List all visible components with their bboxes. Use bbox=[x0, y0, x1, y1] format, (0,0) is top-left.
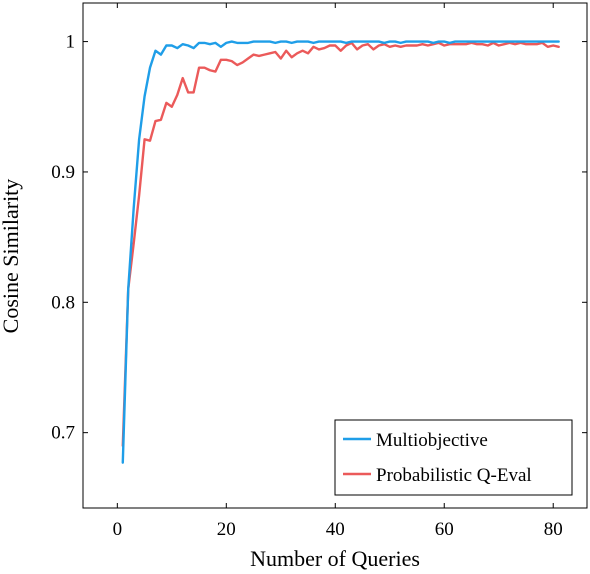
x-tick-label: 20 bbox=[217, 519, 236, 540]
x-axis-ticks: 0 20 40 60 80 bbox=[113, 3, 563, 540]
y-axis-title: Cosine Similarity bbox=[0, 179, 23, 334]
x-tick-label: 0 bbox=[113, 519, 123, 540]
x-axis-title: Number of Queries bbox=[250, 546, 420, 571]
legend-label-probabilistic-q-eval: Probabilistic Q-Eval bbox=[376, 465, 532, 486]
legend-box bbox=[334, 419, 573, 496]
series-layer bbox=[121, 40, 560, 464]
y-tick-label: 0.9 bbox=[51, 162, 75, 183]
y-tick-label: 0.7 bbox=[51, 423, 75, 444]
y-tick-label: 1 bbox=[66, 32, 76, 53]
series-line-multiobjective bbox=[121, 40, 560, 464]
series-line-probabilistic-q-eval bbox=[121, 41, 560, 447]
x-tick-label: 80 bbox=[544, 519, 563, 540]
x-tick-label: 60 bbox=[435, 519, 454, 540]
y-tick-label: 0.8 bbox=[51, 292, 75, 313]
y-axis-ticks: 0.7 0.8 0.9 1 bbox=[51, 32, 587, 444]
x-tick-label: 40 bbox=[326, 519, 345, 540]
legend-label-multiobjective: Multiobjective bbox=[376, 430, 488, 451]
legend: Multiobjective Probabilistic Q-Eval bbox=[334, 419, 573, 496]
